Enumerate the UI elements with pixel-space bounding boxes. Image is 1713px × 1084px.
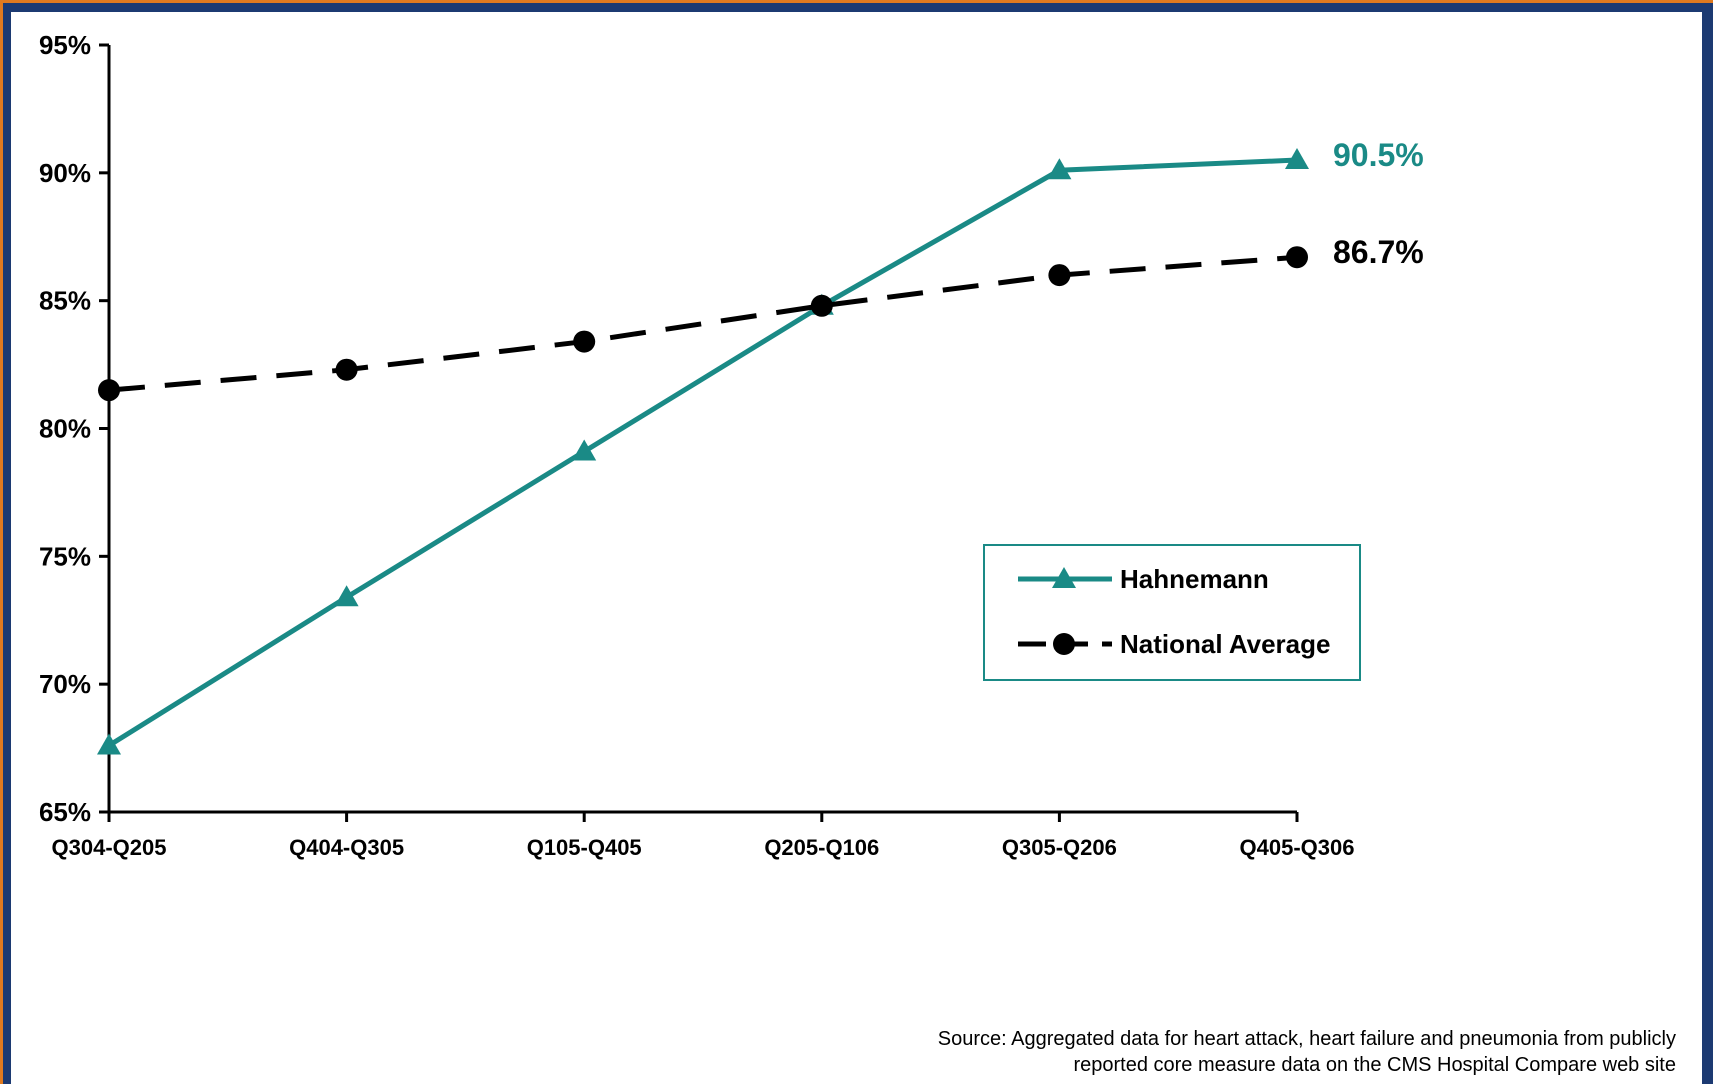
y-tick-label-65pct: 65% (39, 797, 91, 827)
legend-box (983, 544, 1361, 681)
data-point-national-average-4 (1048, 264, 1071, 287)
frame-accent-left (0, 0, 3, 1084)
end-label-hahnemann: 90.5% (1333, 137, 1424, 173)
frame-accent-top (0, 0, 1713, 3)
line-chart: 65% 70% 75% 80% 85% 90% 95% Q304-Q205 Q404-Q305 Q… (39, 30, 1424, 860)
data-point-national-average-2 (573, 330, 596, 353)
data-point-national-average-3 (810, 294, 833, 317)
x-tick-label-q405-q306: Q405-Q306 (1240, 835, 1355, 860)
end-labels: 90.5% 86.7% (1333, 137, 1424, 270)
legend-item-hahnemann: Hahnemann (1018, 564, 1269, 594)
legend: Hahnemann National Average (983, 544, 1361, 681)
data-point-hahnemann-2 (572, 439, 597, 461)
y-tick-label-80pct: 80% (39, 414, 91, 444)
y-tick-label-70pct: 70% (39, 669, 91, 699)
y-tick-label-75pct: 75% (39, 541, 91, 571)
series-national-average (98, 246, 1308, 402)
x-tick-label-q105-q405: Q105-Q405 (527, 835, 642, 860)
data-point-national-average-5 (1286, 246, 1308, 269)
legend-label: National Average (1120, 629, 1330, 659)
y-tick-label-85pct: 85% (39, 286, 91, 316)
chart-panel: 65% 70% 75% 80% 85% 90% 95% Q304-Q205 Q404-Q305 Q… (11, 12, 1702, 1084)
legend-item-national-average: National Average (1018, 629, 1330, 659)
series-line-hahnemann (107, 157, 1298, 748)
data-point-hahnemann-0 (97, 733, 121, 755)
y-tick-label-95pct: 95% (39, 30, 91, 60)
x-tick-label-q404-q305: Q404-Q305 (289, 835, 404, 860)
series-hahnemann (97, 148, 1309, 755)
data-point-national-average-1 (335, 358, 358, 381)
legend-marker-circle (1053, 633, 1075, 655)
series-lines (97, 148, 1309, 755)
data-point-hahnemann-5 (1285, 148, 1309, 170)
data-point-hahnemann-1 (334, 585, 359, 607)
x-tick-label-q304-q205: Q304-Q205 (52, 835, 167, 860)
source-note-line-2: reported core measure data on the CMS Ho… (1073, 1054, 1676, 1076)
data-point-national-average-0 (98, 379, 120, 402)
y-tick-label-90pct: 90% (39, 158, 91, 188)
legend-label: Hahnemann (1120, 564, 1269, 594)
series-line-national-average (108, 254, 1298, 393)
legend-marker-triangle (1052, 567, 1076, 588)
source-note-line-1: Source: Aggregated data for heart attack… (937, 1028, 1676, 1050)
axes: 65% 70% 75% 80% 85% 90% 95% Q304-Q205 Q404-Q305 Q… (39, 30, 1355, 860)
x-tick-label-q305-q206: Q305-Q206 (1002, 835, 1117, 860)
x-tick-label-q205-q106: Q205-Q106 (764, 835, 879, 860)
end-label-national-average: 86.7% (1333, 234, 1424, 270)
source-note: Source: Aggregated data for heart attack… (676, 1026, 1676, 1078)
data-point-hahnemann-4 (1047, 158, 1072, 180)
